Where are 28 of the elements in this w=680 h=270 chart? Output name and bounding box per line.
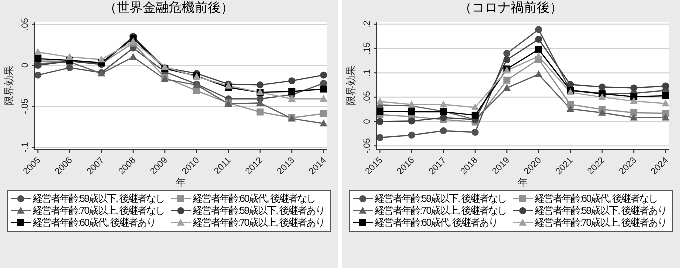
legend-label: 経営者年齢:70歳以上, 後継者あり xyxy=(535,216,666,230)
legend-label: 経営者年齢:59歳以下, 後継者あり xyxy=(535,204,666,218)
y-tick-label: -.05 xyxy=(20,98,30,114)
y-tick-label: .2 xyxy=(362,20,372,28)
legend-label: 経営者年齢:60歳代, 後継者なし xyxy=(193,192,316,206)
legend-label: 経営者年齢:70歳以上, 後継者あり xyxy=(193,216,324,230)
y-axis-title: 限界効果 xyxy=(346,66,358,106)
x-axis-title: 年 xyxy=(176,177,186,189)
legend-label: 経営者年齢:70歳以上, 後継者なし xyxy=(33,204,164,218)
y-tick-label: -.05 xyxy=(362,138,372,154)
legend-label: 経営者年齢:60歳代, 後継者あり xyxy=(375,216,498,230)
legend-label: 経営者年齢:59歳以下, 後継者あり xyxy=(193,204,324,218)
legend-label: 経営者年齢:60歳代, 後継者なし xyxy=(535,192,658,206)
y-tick-label: .15 xyxy=(362,42,372,56)
y-tick-label: .05 xyxy=(20,18,30,31)
y-tick-label: .05 xyxy=(362,91,372,104)
legend-label: 経営者年齢:60歳代, 後継者あり xyxy=(33,216,156,230)
legend-label: 経営者年齢:59歳以下, 後継者なし xyxy=(375,192,506,206)
chart-title: （コロナ禍前後） xyxy=(458,0,564,18)
legend-label: 経営者年齢:70歳以上, 後継者なし xyxy=(375,204,506,218)
y-tick-label: 0 xyxy=(20,62,30,68)
y-tick-label: -.1 xyxy=(20,142,30,153)
y-axis-title: 限界効果 xyxy=(4,66,16,106)
y-tick-label: 0 xyxy=(362,119,372,124)
y-tick-label: .1 xyxy=(362,69,372,77)
legend-label: 経営者年齢:59歳以下, 後継者なし xyxy=(33,192,164,206)
x-axis-title: 年 xyxy=(518,177,528,189)
chart-title: （世界金融危機前後） xyxy=(103,0,235,18)
